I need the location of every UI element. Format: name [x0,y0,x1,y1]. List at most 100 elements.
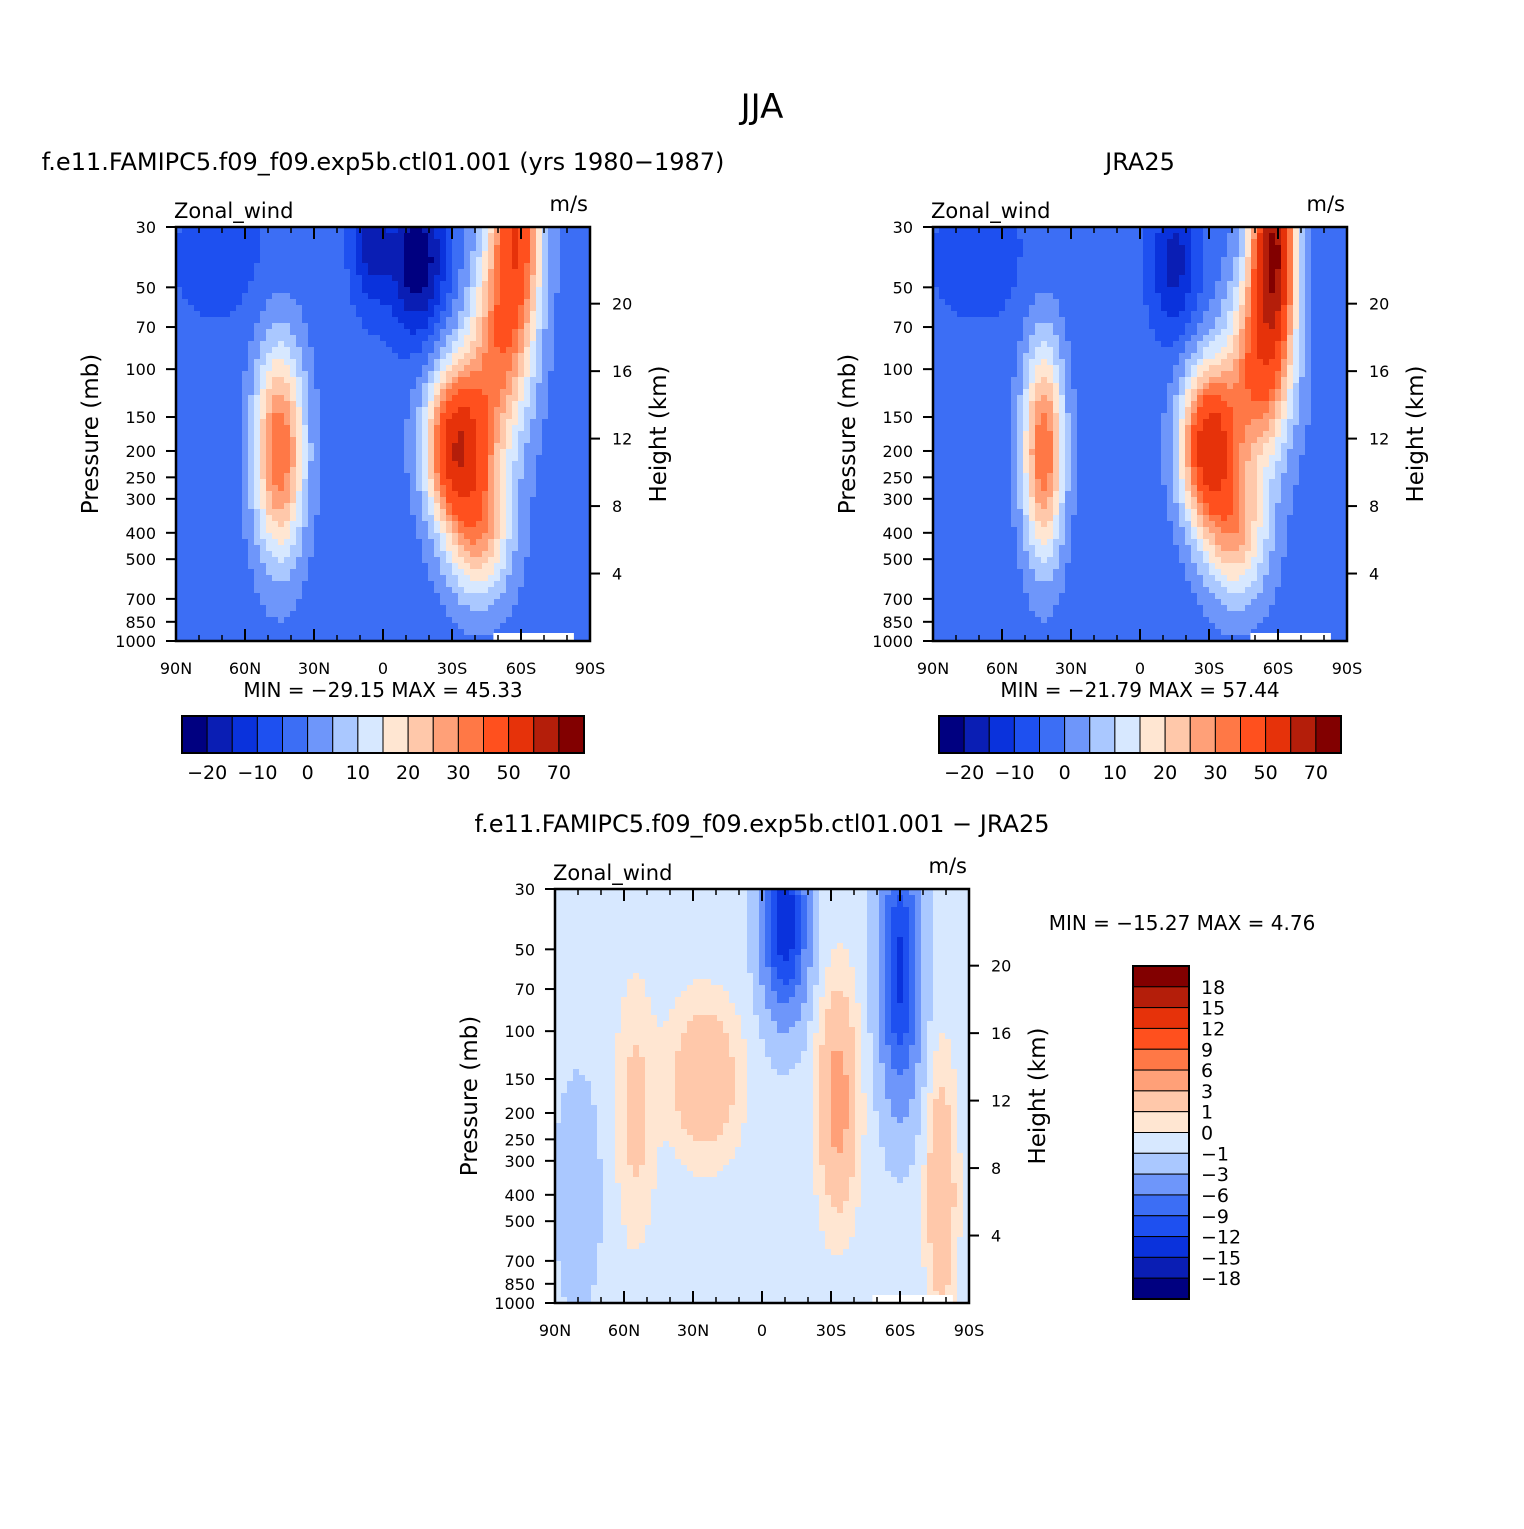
field-cell [254,521,261,528]
field-cell [368,605,375,612]
field-cell [206,575,213,582]
field-cell [296,491,303,498]
colorbar-label: 10 [346,762,370,784]
field-cell [398,419,405,426]
field-cell [362,479,369,486]
field-cell [380,257,387,264]
field-cell [404,467,411,474]
field-cell [542,545,549,552]
field-cell [308,245,315,252]
field-cell [218,239,225,246]
field-cell [230,287,237,294]
field-cell [296,563,303,570]
field-cell [554,287,561,294]
field-cell [284,365,291,372]
field-cell [194,503,201,510]
field-cell [182,557,189,564]
field-cell [524,281,531,288]
field-cell [488,383,495,390]
field-cell [470,587,477,594]
field-cell [470,341,477,348]
field-cell [452,611,459,618]
field-cell [278,485,285,492]
field-cell [278,413,285,420]
field-cell [392,353,399,360]
field-cell [356,449,363,456]
field-cell [338,509,345,516]
field-cell [578,305,585,312]
field-cell [554,467,561,474]
field-cell [398,563,405,570]
field-cell [248,287,255,294]
field-cell [542,503,549,510]
field-cell [554,491,561,498]
field-cell [434,233,441,240]
field-cell [404,539,411,546]
field-cell [482,401,489,408]
field-cell [272,521,279,528]
field-cell [356,371,363,378]
field-cell [512,293,519,300]
field-cell [518,455,525,462]
field-cell [578,593,585,600]
field-cell [428,509,435,516]
field-cell [554,611,561,618]
field-cell [939,407,946,414]
field-cell [482,329,489,336]
field-cell [410,287,417,294]
field-cell [506,527,513,534]
field-cell [254,593,261,600]
field-cell [368,299,375,306]
field-cell [410,365,417,372]
field-cell [236,461,243,468]
field-cell [236,449,243,456]
field-cell [182,599,189,606]
field-cell [518,401,525,408]
field-cell [374,365,381,372]
field-cell [320,521,327,528]
field-cell [206,365,213,372]
field-cell [476,305,483,312]
field-cell [188,605,195,612]
field-cell [572,311,579,318]
field-cell [536,425,543,432]
field-cell [554,377,561,384]
field-cell [542,413,549,420]
field-cell [248,317,255,324]
field-cell [314,329,321,336]
field-cell [272,377,279,384]
field-cell [362,557,369,564]
field-cell [506,383,513,390]
field-cell [458,461,465,468]
field-cell [512,563,519,570]
field-cell [434,299,441,306]
field-cell [536,545,543,552]
field-cell [236,401,243,408]
field-cell [368,239,375,246]
field-cell [578,533,585,540]
field-cell [326,395,333,402]
field-cell [572,245,579,252]
field-cell [344,527,351,534]
field-cell [230,599,237,606]
field-cell [224,467,231,474]
field-cell [416,491,423,498]
field-cell [428,605,435,612]
field-cell [464,401,471,408]
field-cell [494,449,501,456]
field-cell [332,467,339,474]
field-cell [284,353,291,360]
field-cell [428,437,435,444]
field-cell [398,233,405,240]
field-cell [236,503,243,510]
field-cell [332,245,339,252]
field-cell [212,551,219,558]
field-cell [218,455,225,462]
field-cell [182,551,189,558]
field-cell [314,527,321,534]
field-cell [428,293,435,300]
field-cell [236,497,243,504]
field-cell [248,455,255,462]
field-cell [422,419,429,426]
field-cell [398,299,405,306]
